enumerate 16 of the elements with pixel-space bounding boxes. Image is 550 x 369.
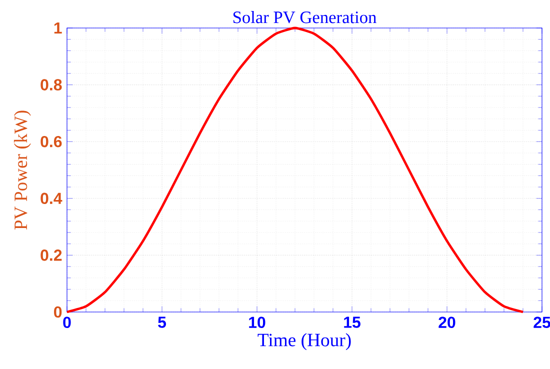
y-tick-label: 0 [54,306,62,318]
x-tick-label: 10 [249,316,266,328]
y-tick-label: 1 [54,22,62,34]
y-tick-label: 0.6 [40,136,62,148]
x-tick-label: 25 [534,316,550,328]
x-tick-label: 15 [344,316,360,328]
x-tick-label: 0 [63,316,71,328]
x-tick-label: 5 [158,316,166,328]
y-tick-label: 0.2 [40,250,62,261]
line-series [66,26,524,314]
y-tick-label: 0.8 [40,79,62,90]
x-axis-title: Time (Hour) [258,333,351,350]
x-tick-label: 20 [438,316,456,328]
y-axis-title: PV Power (kW) [14,110,31,230]
chart-title: Solar PV Generation [233,11,376,24]
y-tick-label: 0.4 [40,192,62,204]
